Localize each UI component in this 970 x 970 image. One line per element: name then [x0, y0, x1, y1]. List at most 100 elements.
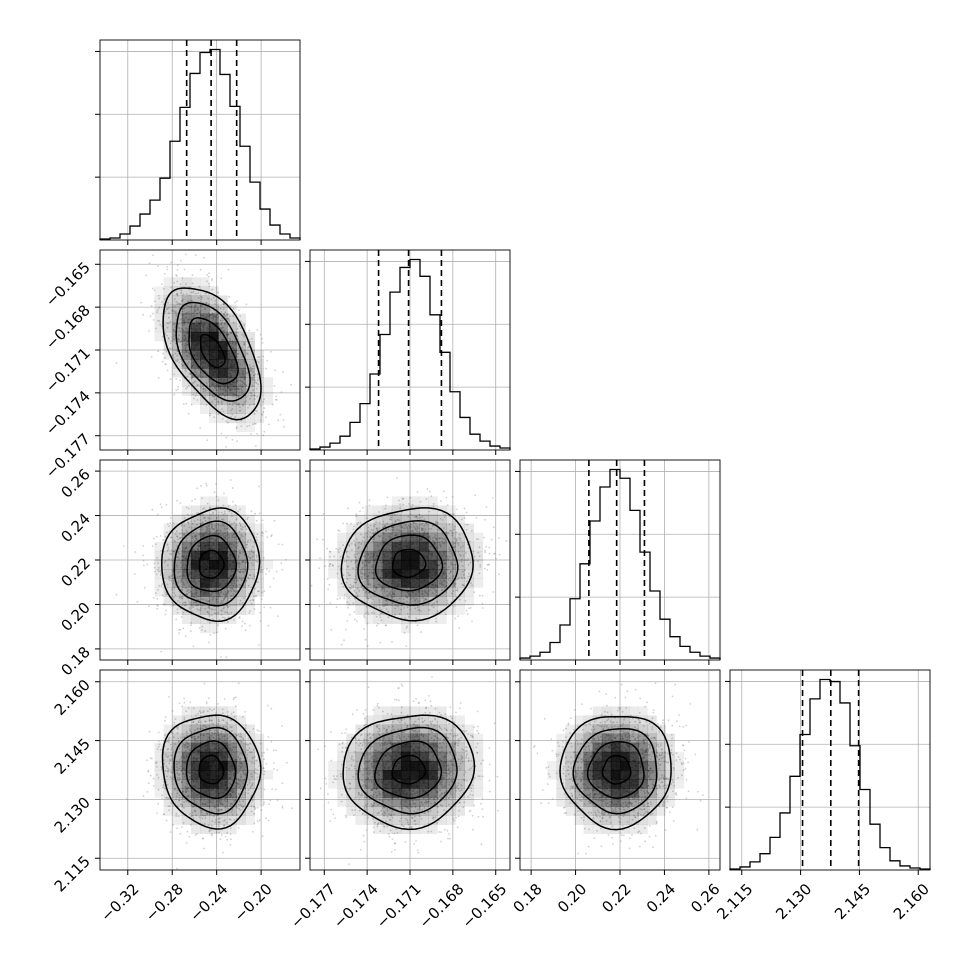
sample-point [191, 536, 194, 539]
sample-point [366, 535, 369, 538]
density-cell [190, 605, 201, 615]
sample-point [194, 536, 197, 538]
sample-point [166, 369, 169, 372]
sample-point [257, 383, 259, 386]
sample-point [241, 380, 244, 383]
density-cell [245, 541, 255, 552]
sample-point [227, 585, 230, 587]
sample-point [214, 398, 216, 401]
sample-point [169, 522, 172, 525]
sample-point [176, 535, 179, 538]
sample-point [413, 516, 416, 518]
density-cell [364, 550, 375, 561]
sample-point [372, 564, 374, 567]
sample-point [366, 578, 369, 581]
sample-point [171, 347, 174, 350]
sample-point [416, 597, 418, 600]
sample-point [191, 274, 194, 276]
density-cell [200, 404, 210, 415]
sample-point [424, 528, 427, 531]
density-cell [382, 596, 393, 606]
sample-point [189, 601, 192, 604]
sample-point [414, 522, 417, 525]
sample-point [199, 519, 202, 521]
sample-point [195, 601, 198, 604]
sample-point [471, 584, 473, 587]
sample-point [350, 542, 353, 545]
sample-point [223, 536, 225, 539]
sample-point [448, 523, 451, 526]
sample-point [197, 309, 200, 311]
sample-point [161, 594, 164, 597]
density-cell [236, 514, 246, 525]
sample-point [228, 320, 231, 323]
density-cell [209, 377, 219, 387]
sample-point [192, 290, 195, 293]
sample-point [392, 526, 395, 529]
sample-point [342, 585, 345, 588]
sample-point [414, 599, 416, 602]
sample-point [379, 584, 382, 587]
sample-point [411, 504, 414, 506]
sample-point [157, 589, 159, 591]
density-cell [190, 350, 201, 360]
density-cell [245, 368, 255, 378]
density-cell [382, 560, 393, 570]
joint-panel-1-0 [115, 253, 292, 448]
sample-point [241, 548, 244, 551]
sample-point [240, 419, 243, 422]
sample-point [193, 532, 195, 534]
sample-point [340, 643, 343, 646]
sample-point [461, 558, 463, 561]
sample-point [366, 645, 369, 647]
sample-point [191, 376, 194, 379]
sample-point [237, 387, 240, 390]
sample-point [371, 565, 373, 568]
contour-line [199, 333, 226, 369]
sample-point [183, 533, 186, 536]
sample-point [231, 587, 234, 590]
sample-point [163, 603, 166, 606]
sample-point [355, 566, 358, 569]
sample-point [416, 517, 419, 520]
sample-point [183, 517, 186, 520]
sample-point [226, 606, 229, 609]
sample-point [365, 596, 368, 599]
density-cell [209, 532, 219, 543]
density-cell [373, 514, 384, 525]
sample-point [365, 564, 368, 567]
sample-point [441, 540, 444, 543]
density-cell [209, 550, 219, 561]
sample-point [411, 506, 413, 509]
density-cell [209, 523, 219, 534]
sample-point [363, 628, 365, 630]
sample-point [418, 513, 421, 516]
sample-point [408, 594, 410, 596]
sample-point [373, 585, 375, 587]
sample-point [173, 596, 175, 599]
sample-point [170, 575, 173, 577]
sample-point [220, 328, 223, 331]
sample-point [462, 584, 464, 587]
sample-point [360, 575, 363, 578]
sample-point [157, 566, 160, 569]
sample-point [244, 561, 247, 564]
sample-point [333, 555, 336, 558]
sample-point [441, 537, 444, 540]
sample-point [361, 568, 364, 571]
density-cell [218, 331, 228, 342]
density-cell [236, 523, 246, 534]
sample-point [196, 539, 199, 542]
sample-point [191, 312, 194, 315]
sample-point [174, 540, 177, 543]
sample-point [391, 640, 393, 643]
sample-point [196, 308, 199, 311]
density-cell [227, 359, 237, 369]
density-cell [364, 514, 375, 525]
sample-point [188, 311, 190, 314]
density-cell [346, 587, 356, 597]
sample-point [389, 518, 391, 520]
sample-point [177, 385, 180, 388]
sample-point [477, 560, 479, 563]
density-cell [254, 569, 265, 579]
